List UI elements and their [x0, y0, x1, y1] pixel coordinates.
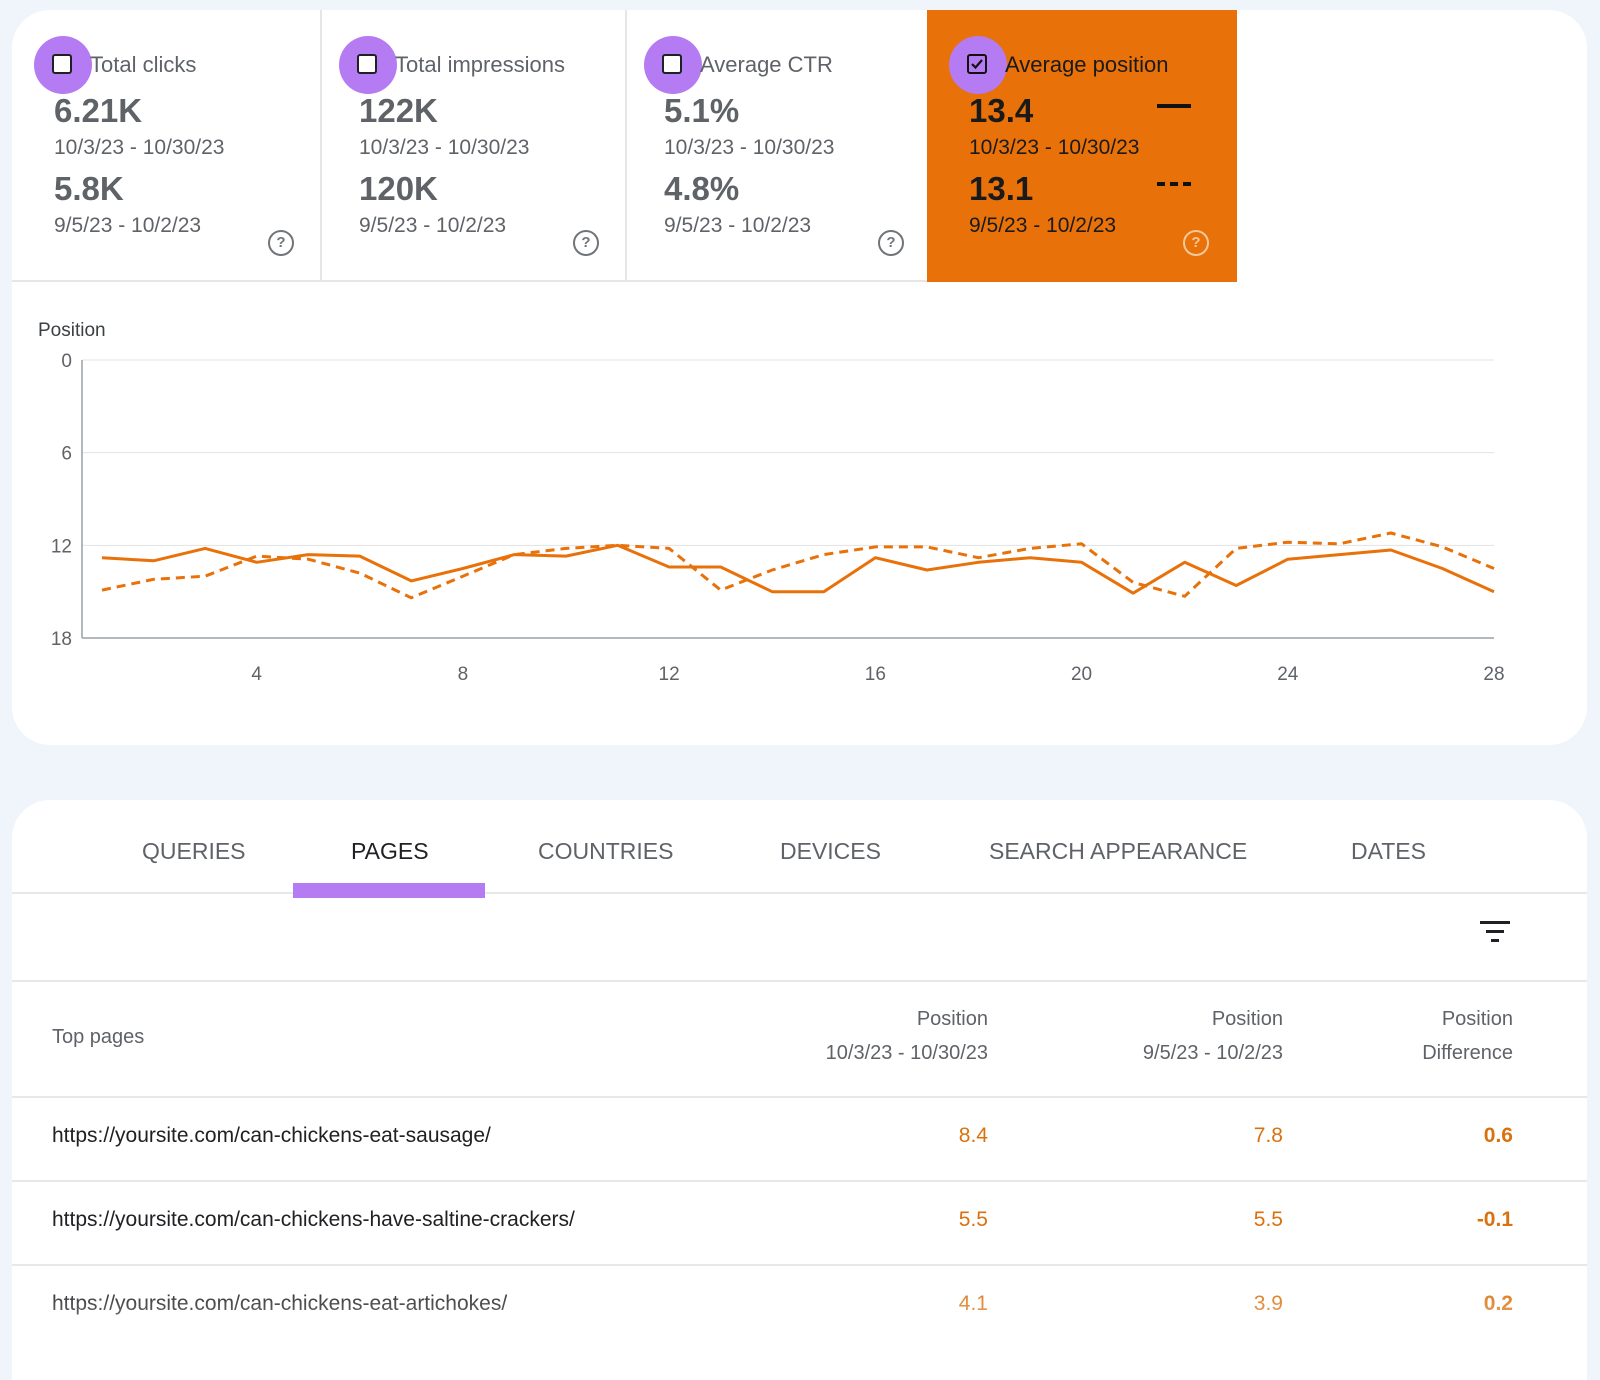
- checkmark-icon: [971, 59, 983, 70]
- metric-tile-total-clicks[interactable]: Total clicks 6.21K 10/3/23 - 10/30/23 5.…: [12, 10, 322, 282]
- tab-devices[interactable]: DEVICES: [780, 838, 881, 864]
- y-tick-label: 6: [61, 444, 72, 465]
- series-line-current-period: [101, 543, 1495, 595]
- metric-tile-average-ctr[interactable]: Average CTR 5.1% 10/3/23 - 10/30/23 4.8%…: [622, 10, 932, 282]
- previous-position: 5.5: [1253, 1208, 1283, 1231]
- tab-queries[interactable]: QUERIES: [142, 838, 246, 864]
- previous-position: 7.8: [1253, 1124, 1283, 1147]
- checkbox-average-position[interactable]: [967, 54, 987, 74]
- page-url[interactable]: https://yoursite.com/can-chickens-eat-sa…: [52, 1124, 491, 1147]
- col-header-top-pages[interactable]: Top pages: [52, 1026, 145, 1048]
- y-tick-label: 12: [51, 536, 72, 557]
- checkbox-total-clicks[interactable]: [52, 54, 72, 74]
- tab-countries[interactable]: COUNTRIES: [538, 838, 674, 864]
- metric-label: Total impressions: [395, 52, 565, 77]
- help-icon[interactable]: ?: [878, 230, 904, 256]
- metric-previous-range: 9/5/23 - 10/2/23: [664, 214, 812, 237]
- page-url[interactable]: https://yoursite.com/can-chickens-eat-ar…: [52, 1292, 508, 1315]
- tab-bar: QUERIES PAGES COUNTRIES DEVICES SEARCH A…: [12, 800, 1587, 898]
- metric-current-value: 5.1%: [664, 92, 740, 129]
- x-tick-label: 20: [1071, 664, 1092, 685]
- position-difference: -0.1: [1476, 1208, 1513, 1231]
- x-tick-label: 8: [458, 664, 469, 685]
- current-position: 8.4: [958, 1124, 988, 1147]
- metric-current-range: 10/3/23 - 10/30/23: [359, 136, 530, 159]
- metric-previous-range: 9/5/23 - 10/2/23: [969, 214, 1117, 237]
- dimensions-card: QUERIES PAGES COUNTRIES DEVICES SEARCH A…: [12, 800, 1587, 1380]
- metric-current-value: 6.21K: [54, 92, 143, 129]
- filter-icon[interactable]: [1478, 918, 1512, 946]
- y-tick-label: 18: [51, 629, 72, 650]
- metric-previous-range: 9/5/23 - 10/2/23: [54, 214, 202, 237]
- table-row[interactable]: https://yoursite.com/can-chickens-eat-ar…: [12, 1266, 1587, 1348]
- metric-label: Average CTR: [700, 52, 833, 77]
- metric-current-range: 10/3/23 - 10/30/23: [969, 136, 1140, 159]
- checkbox-total-impressions[interactable]: [357, 54, 377, 74]
- metric-current-value: 13.4: [969, 92, 1034, 129]
- metric-current-range: 10/3/23 - 10/30/23: [664, 136, 835, 159]
- tab-search-appearance[interactable]: SEARCH APPEARANCE: [989, 838, 1248, 864]
- metric-tile-total-impressions[interactable]: Total impressions 122K 10/3/23 - 10/30/2…: [317, 10, 627, 282]
- col-header-position-difference[interactable]: Position Difference: [1352, 1002, 1513, 1070]
- col-header-title: Position: [1211, 1008, 1283, 1030]
- x-tick-label: 4: [251, 664, 262, 685]
- solid-line-legend-icon: [1157, 104, 1191, 108]
- previous-position: 3.9: [1253, 1292, 1283, 1315]
- metric-label: Total clicks: [90, 52, 197, 77]
- tab-pages[interactable]: PAGES: [351, 838, 429, 864]
- col-header-title: Position: [916, 1008, 988, 1030]
- help-icon[interactable]: ?: [268, 230, 294, 256]
- metric-current-range: 10/3/23 - 10/30/23: [54, 136, 225, 159]
- performance-card: Total clicks 6.21K 10/3/23 - 10/30/23 5.…: [12, 10, 1587, 745]
- table-header: Top pages Position 10/3/23 - 10/30/23 Po…: [12, 982, 1587, 1098]
- dashed-line-legend-icon: [1157, 182, 1191, 186]
- metric-previous-range: 9/5/23 - 10/2/23: [359, 214, 507, 237]
- metric-current-value: 122K: [359, 92, 438, 129]
- metric-previous-value: 5.8K: [54, 170, 124, 207]
- series-line-previous-period: [101, 531, 1495, 600]
- x-tick-label: 24: [1277, 664, 1299, 685]
- position-chart: Position 0 6 12 18 4 8 12 16 20 24 28: [38, 320, 1505, 685]
- col-header-current-position[interactable]: Position 10/3/23 - 10/30/23: [772, 1002, 988, 1070]
- help-icon[interactable]: ?: [1183, 230, 1209, 256]
- x-tick-label: 28: [1483, 664, 1504, 685]
- current-position: 4.1: [958, 1292, 988, 1315]
- help-icon[interactable]: ?: [573, 230, 599, 256]
- x-tick-label: 12: [659, 664, 680, 685]
- x-tick-label: 16: [865, 664, 886, 685]
- table-row[interactable]: https://yoursite.com/can-chickens-have-s…: [12, 1182, 1587, 1266]
- active-tab-indicator: [293, 883, 485, 898]
- metric-previous-value: 4.8%: [664, 170, 740, 207]
- metric-previous-value: 13.1: [969, 170, 1034, 207]
- position-difference: 0.2: [1483, 1292, 1513, 1315]
- col-header-range: 9/5/23 - 10/2/23: [1142, 1042, 1283, 1064]
- table-row[interactable]: https://yoursite.com/can-chickens-eat-sa…: [12, 1098, 1587, 1182]
- col-header-title: Position: [1441, 1008, 1513, 1030]
- metric-label: Average position: [1005, 52, 1169, 77]
- metric-previous-value: 120K: [359, 170, 438, 207]
- y-axis-title: Position: [38, 320, 106, 341]
- col-header-range: 10/3/23 - 10/30/23: [825, 1042, 988, 1064]
- checkbox-average-ctr[interactable]: [662, 54, 682, 74]
- filter-bar: [12, 892, 1587, 982]
- page-url[interactable]: https://yoursite.com/can-chickens-have-s…: [52, 1208, 575, 1231]
- col-header-previous-position[interactable]: Position 9/5/23 - 10/2/23: [1082, 1002, 1283, 1070]
- col-header-subtitle: Difference: [1422, 1042, 1513, 1064]
- y-tick-label: 0: [61, 351, 72, 372]
- position-difference: 0.6: [1483, 1124, 1513, 1147]
- metric-tile-average-position[interactable]: Average position 13.4 10/3/23 - 10/30/23…: [927, 10, 1237, 282]
- tab-dates[interactable]: DATES: [1351, 838, 1426, 864]
- current-position: 5.5: [958, 1208, 988, 1231]
